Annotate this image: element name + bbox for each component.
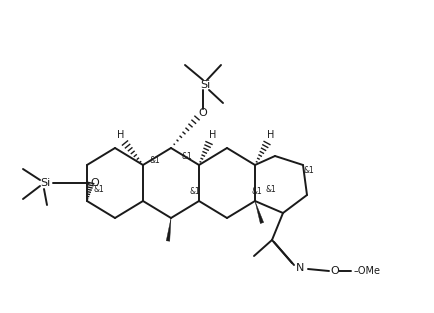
Text: H: H bbox=[209, 130, 216, 140]
Text: –OMe: –OMe bbox=[353, 266, 380, 276]
Text: Si: Si bbox=[199, 80, 210, 90]
Text: &1: &1 bbox=[265, 184, 276, 193]
Text: N: N bbox=[295, 263, 303, 273]
Text: O: O bbox=[90, 178, 99, 188]
Text: O: O bbox=[330, 266, 339, 276]
Text: H: H bbox=[117, 130, 125, 140]
Polygon shape bbox=[254, 201, 263, 223]
Text: &1: &1 bbox=[93, 184, 104, 193]
Text: H: H bbox=[267, 130, 274, 140]
Text: &1: &1 bbox=[149, 156, 160, 166]
Text: O: O bbox=[198, 108, 207, 118]
Text: &1: &1 bbox=[181, 152, 192, 162]
Text: &1: &1 bbox=[303, 167, 314, 176]
Text: &1: &1 bbox=[251, 187, 262, 196]
Text: Si: Si bbox=[40, 178, 50, 188]
Polygon shape bbox=[166, 218, 171, 241]
Text: &1: &1 bbox=[189, 187, 200, 196]
